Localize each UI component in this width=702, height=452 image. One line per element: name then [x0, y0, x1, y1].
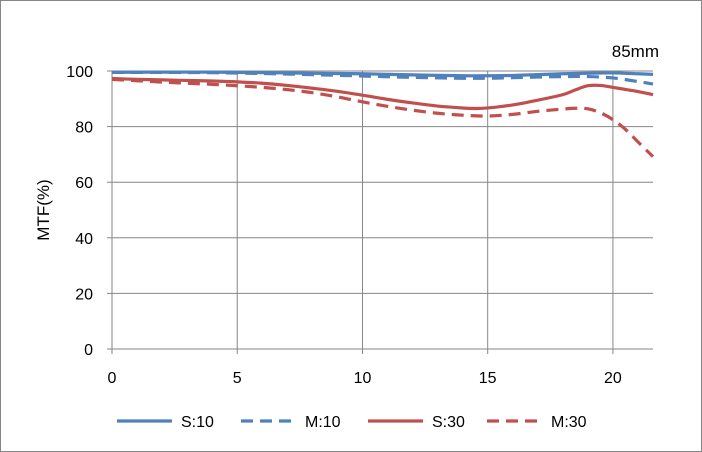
tick-labels: 0 20 40 60 80 100 0 5 10 15 20: [66, 64, 622, 387]
y-tick-label: 60: [75, 175, 93, 192]
y-tick-label: 80: [75, 120, 93, 137]
legend-label-1: M:10: [305, 414, 341, 431]
axes: [107, 70, 653, 354]
x-tick-label: 15: [479, 370, 497, 387]
focal-length-annotation: 85mm: [612, 42, 659, 61]
series-lines: [111, 70, 655, 158]
y-axis-label: MTF(%): [34, 179, 53, 240]
legend-label-3: M:30: [551, 414, 587, 431]
legend-label-0: S:10: [181, 414, 214, 431]
legend: S:10 M:10 S:30 M:30: [117, 414, 587, 431]
x-tick-label: 0: [108, 370, 117, 387]
y-tick-label: 20: [75, 286, 93, 303]
x-tick-label: 5: [233, 370, 242, 387]
grid-lines: [112, 70, 653, 349]
y-tick-label: 100: [66, 64, 93, 81]
x-tick-label: 20: [604, 370, 622, 387]
x-tick-label: 10: [354, 370, 372, 387]
series-line-1: [111, 70, 654, 86]
series-line-2: [111, 76, 654, 111]
y-tick-label: 0: [84, 342, 93, 359]
series-line-3: [111, 77, 655, 158]
y-tick-label: 40: [75, 231, 93, 248]
legend-label-2: S:30: [432, 414, 465, 431]
